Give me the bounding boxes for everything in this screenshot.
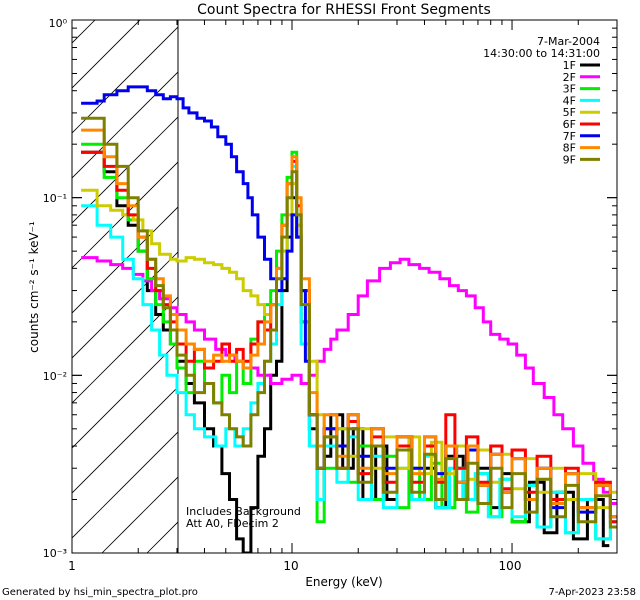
hatch-line [72,20,141,89]
chart-title: Count Spectra for RHESSI Front Segments [197,2,491,18]
hatch-line [72,161,178,269]
y-axis-label: counts cm⁻² s⁻¹ keV⁻¹ [27,221,41,353]
legend-label-5f: 5F [563,106,576,119]
background-note: Includes Background [186,505,301,518]
hatch-line [72,386,178,494]
hatch-line [72,431,178,539]
x-axis-label: Energy (keV) [305,575,382,589]
x-tick-label-100: 100 [499,559,522,573]
legend-label-4f: 4F [563,94,576,107]
legend-label-7f: 7F [563,130,576,143]
series-line-2f [81,256,617,505]
legend-label-9f: 9F [563,153,576,166]
y-tick-label-1e-1: 10⁻¹ [43,192,67,205]
excluded-region-hatch [72,20,178,553]
y-tick-label-1e-2: 10⁻² [43,370,67,383]
axis-ticks [71,19,618,554]
x-tick-label-1: 1 [68,559,76,573]
legend-label-6f: 6F [563,118,576,131]
series-lines [81,85,617,553]
y-tick-label-1e-3: 10⁻³ [43,547,67,560]
hatch-line [72,71,178,179]
legend-label-1f: 1F [563,59,576,72]
legend-label-8f: 8F [563,142,576,155]
legend-label-2f: 2F [563,71,576,84]
series-line-9f [81,116,617,529]
legend-time-range: 14:30:00 to 14:31:00 [483,47,600,60]
hatch-line [72,20,96,44]
x-tick-label-10: 10 [283,559,298,573]
legend-label-3f: 3F [563,83,576,96]
hatch-line [72,341,178,449]
hatch-line [72,26,178,134]
hatch-line [72,206,178,314]
generated-by-footer: Generated by hsi_min_spectra_plot.pro [2,587,198,598]
attenuator-note: Att A0, FDecim 2 [186,517,279,530]
plot-timestamp-footer: 7-Apr-2023 23:58 [549,587,636,598]
plot-frame [71,19,618,554]
y-tick-label-1e0: 10⁰ [49,17,68,30]
legend-date: 7-Mar-2004 [537,35,600,48]
